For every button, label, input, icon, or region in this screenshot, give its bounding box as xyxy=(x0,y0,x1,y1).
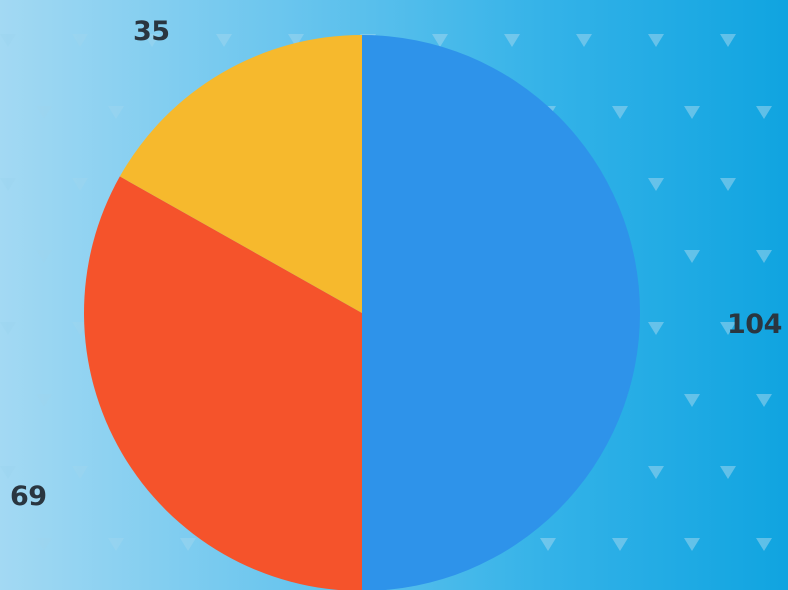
triangle-down-icon xyxy=(612,106,628,119)
triangle-down-icon xyxy=(36,538,52,551)
triangle-down-icon xyxy=(648,466,664,479)
triangle-down-icon xyxy=(180,538,196,551)
triangle-down-icon xyxy=(540,538,556,551)
triangle-down-icon xyxy=(756,538,772,551)
triangle-down-icon xyxy=(576,34,592,47)
triangle-down-icon xyxy=(648,178,664,191)
triangle-down-icon xyxy=(0,466,16,479)
pie-slices xyxy=(84,35,640,590)
triangle-down-icon xyxy=(432,34,448,47)
triangle-down-icon xyxy=(612,538,628,551)
triangle-down-icon xyxy=(756,106,772,119)
triangle-down-icon xyxy=(720,322,736,335)
triangle-down-icon xyxy=(144,34,160,47)
triangle-down-icon xyxy=(72,466,88,479)
triangle-down-icon xyxy=(720,34,736,47)
triangle-down-icon xyxy=(108,538,124,551)
pie-slice-1 xyxy=(362,35,640,590)
triangle-down-icon xyxy=(0,322,16,335)
triangle-down-icon xyxy=(216,34,232,47)
triangle-down-icon xyxy=(648,34,664,47)
pie-slice-2 xyxy=(84,176,362,590)
triangle-down-icon xyxy=(72,178,88,191)
triangle-down-icon xyxy=(684,538,700,551)
data-label-slice-3: 35 xyxy=(133,16,170,47)
triangle-down-icon xyxy=(504,34,520,47)
triangle-down-icon xyxy=(684,106,700,119)
data-label-slice-1: 104 xyxy=(727,309,782,340)
triangle-down-icon xyxy=(36,106,52,119)
triangle-down-icon xyxy=(36,250,52,263)
triangle-down-icon xyxy=(36,394,52,407)
triangle-down-icon xyxy=(72,34,88,47)
triangle-down-icon xyxy=(684,394,700,407)
triangle-down-icon xyxy=(720,178,736,191)
triangle-down-icon xyxy=(0,34,16,47)
triangle-down-icon xyxy=(756,394,772,407)
triangle-down-icon xyxy=(288,34,304,47)
triangle-down-icon xyxy=(0,178,16,191)
triangle-down-icon xyxy=(684,250,700,263)
pie-slice-3 xyxy=(119,35,362,313)
triangle-down-icon xyxy=(756,250,772,263)
triangle-down-icon xyxy=(72,322,88,335)
triangle-down-icon xyxy=(108,106,124,119)
triangle-down-icon xyxy=(648,322,664,335)
data-label-slice-2: 69 xyxy=(10,481,47,512)
triangle-down-icon xyxy=(720,466,736,479)
